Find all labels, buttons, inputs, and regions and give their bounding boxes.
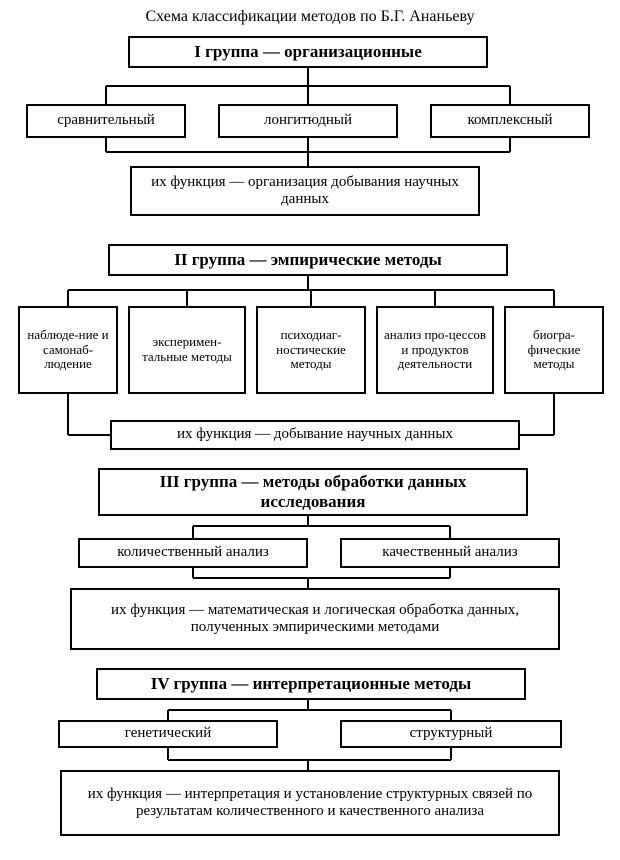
group4-method-1: генетический [58,720,278,748]
group1-method-2: лонгитюдный [218,104,398,138]
group3-method-1: количественный анализ [78,538,308,568]
group2-header: II группа — эмпирические методы [108,244,508,276]
group3-header: III группа — методы обработки данных исс… [98,468,528,516]
group3-method-2: качественный анализ [340,538,560,568]
group2-method-5: биогра-фические методы [504,306,604,394]
group1-function: их функция — организация добывания научн… [130,166,480,216]
group2-method-2: эксперимен-тальные методы [128,306,246,394]
group2-method-1: наблюде-ние и самонаб-людение [18,306,118,394]
group2-function: их функция — добывание научных данных [110,420,520,450]
group1-header: I группа — организационные [128,36,488,68]
diagram-title: Схема классификации методов по Б.Г. Анан… [0,8,620,26]
group4-method-2: структурный [340,720,562,748]
group2-method-3: психодиаг-ностические методы [256,306,366,394]
group1-method-1: сравнительный [26,104,186,138]
group3-function: их функция — математическая и логическая… [70,588,560,650]
group2-method-4: анализ про-цессов и продуктов деятельнос… [376,306,494,394]
group4-function: их функция — интерпретация и установлени… [60,770,560,836]
group1-method-3: комплексный [430,104,590,138]
group4-header: IV группа — интерпретационные методы [96,668,526,700]
